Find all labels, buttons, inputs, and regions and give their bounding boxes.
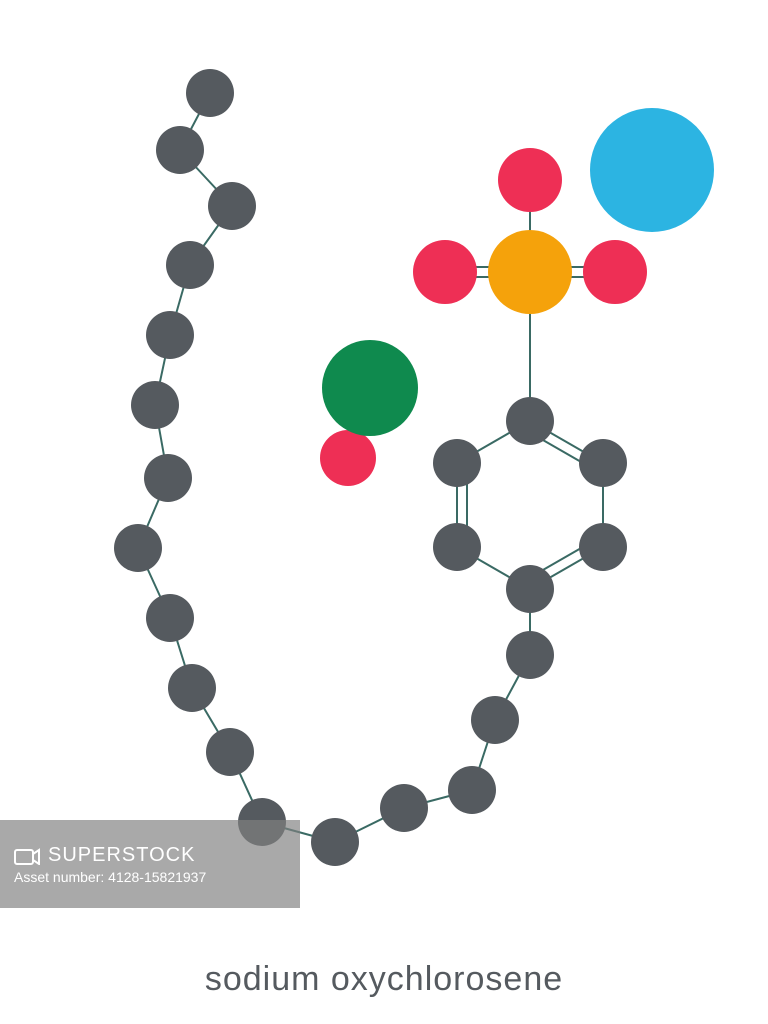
watermark-asset-value: 4128-15821937 (108, 869, 206, 885)
watermark-asset: Asset number: 4128-15821937 (14, 869, 300, 885)
watermark-brand-text: SUPERSTOCK (48, 844, 195, 867)
watermark-asset-label: Asset number: (14, 869, 104, 885)
camera-icon (14, 845, 40, 865)
watermark-brand: SUPERSTOCK (14, 844, 300, 867)
caption: sodium oxychlorosene (0, 960, 768, 999)
caption-text: sodium oxychlorosene (205, 960, 563, 998)
watermark: SUPERSTOCK Asset number: 4128-15821937 (0, 820, 300, 908)
